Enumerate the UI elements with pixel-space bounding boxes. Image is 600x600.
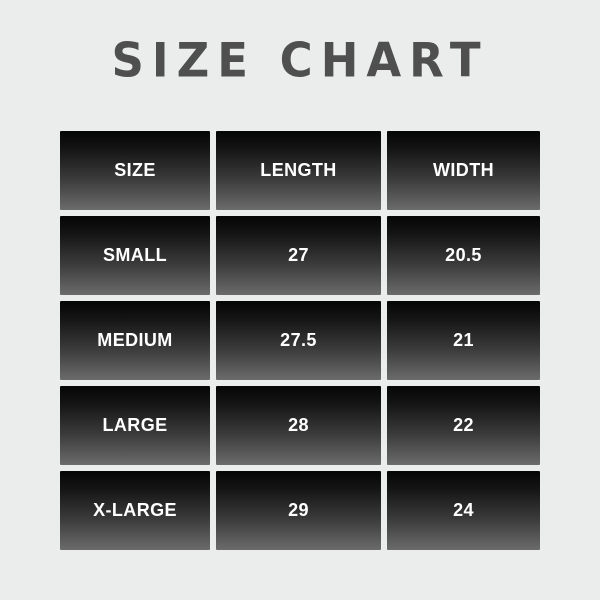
- cell-width-small: 20.5: [387, 216, 540, 295]
- cell-width-large: 22: [387, 386, 540, 465]
- cell-size-medium: MEDIUM: [60, 301, 210, 380]
- page-title: SIZE CHART: [111, 32, 489, 89]
- cell-size-small: SMALL: [60, 216, 210, 295]
- header-cell-size: SIZE: [60, 131, 210, 210]
- cell-width-medium: 21: [387, 301, 540, 380]
- cell-size-large: LARGE: [60, 386, 210, 465]
- cell-length-xlarge: 29: [216, 471, 381, 550]
- header-cell-length: LENGTH: [216, 131, 381, 210]
- header-cell-width: WIDTH: [387, 131, 540, 210]
- cell-width-xlarge: 24: [387, 471, 540, 550]
- cell-length-small: 27: [216, 216, 381, 295]
- cell-size-xlarge: X-LARGE: [60, 471, 210, 550]
- cell-length-large: 28: [216, 386, 381, 465]
- cell-length-medium: 27.5: [216, 301, 381, 380]
- size-chart-table: SIZE LENGTH WIDTH SMALL 27 20.5 MEDIUM 2…: [60, 131, 540, 550]
